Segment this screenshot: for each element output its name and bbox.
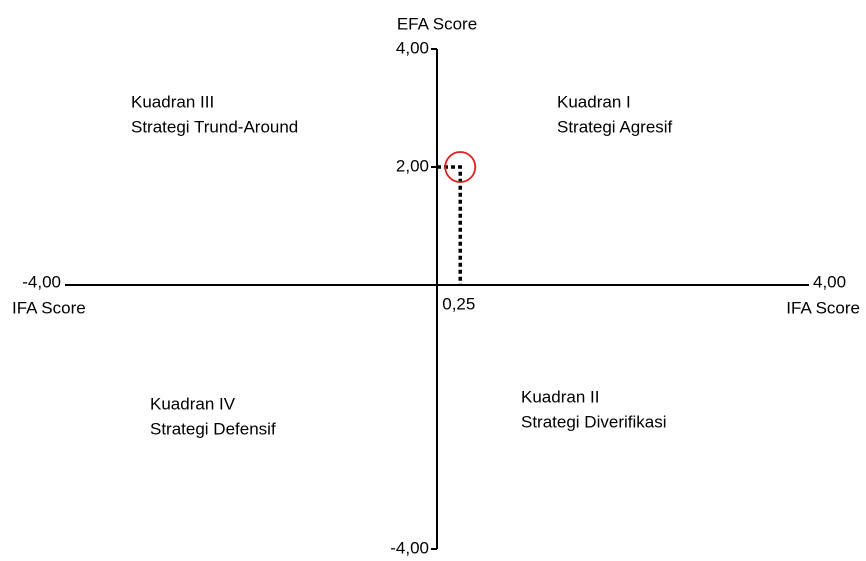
- point-marker: [444, 151, 477, 183]
- quadrant-title: Kuadran I: [557, 92, 631, 111]
- y-axis-label: EFA Score: [397, 14, 477, 33]
- x-axis-label: IFA Score: [12, 298, 86, 317]
- quadrant-title: Kuadran II: [521, 387, 599, 406]
- quadrant-text: Strategi Trund-Around: [131, 117, 298, 136]
- quadrant-text: Strategi Defensif: [150, 419, 276, 438]
- quadrant-title: Kuadran IV: [150, 394, 236, 413]
- x-tick-label: 4,00: [813, 272, 846, 291]
- point-x-label: 0,25: [442, 294, 475, 313]
- y-tick-label: -4,00: [390, 538, 429, 557]
- x-axis-label: IFA Score: [786, 298, 860, 317]
- y-tick-label: 2,00: [396, 156, 429, 175]
- x-tick-label: -4,00: [22, 272, 61, 291]
- quadrant-title: Kuadran III: [131, 92, 214, 111]
- quadrant-text: Strategi Diverifikasi: [521, 412, 667, 431]
- quadrant-text: Strategi Agresif: [557, 117, 673, 136]
- y-tick-label: 4,00: [396, 38, 429, 57]
- guide-line: [437, 165, 462, 285]
